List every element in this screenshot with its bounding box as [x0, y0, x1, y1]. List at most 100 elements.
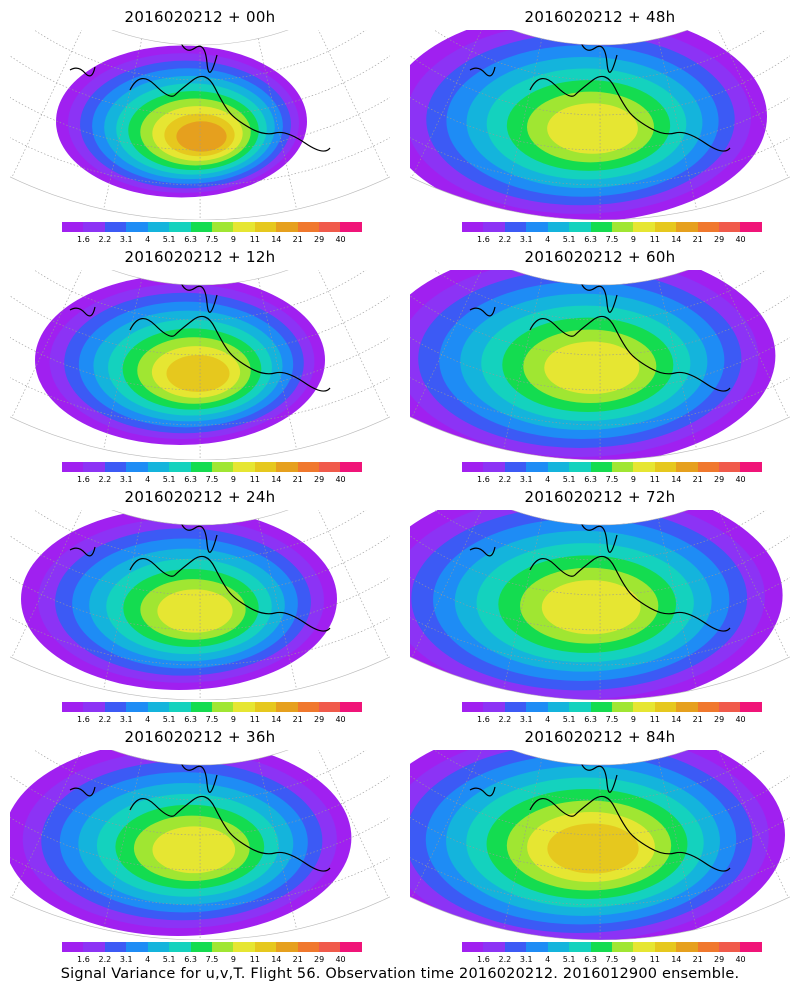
- forecast-panel-p48: 2016020212 + 48h 1.6 2.2 3.1 4 5.1 6.3 7.5 9 11 14…: [400, 0, 800, 245]
- colorbar-tick-label: 14: [671, 475, 682, 484]
- colorbar-swatch: [233, 702, 255, 712]
- colorbar-tick-label: 7.5: [605, 715, 619, 724]
- colorbar-tick-label: 40: [735, 715, 746, 724]
- colorbar-tick-label: 40: [335, 475, 346, 484]
- colorbar: [462, 942, 762, 952]
- colorbar-tick-label: 40: [735, 235, 746, 244]
- colorbar-swatch: [126, 702, 148, 712]
- colorbar-labels: 1.6 2.2 3.1 4 5.1 6.3 7.5 9 11 14 21 29 40: [462, 955, 762, 965]
- variance-contour: [176, 121, 227, 152]
- map-boundary: [410, 750, 790, 940]
- colorbar-tick-label: 2.2: [498, 235, 512, 244]
- colorbar-tick-label: 40: [735, 475, 746, 484]
- colorbar-swatch: [126, 462, 148, 472]
- coastline: [469, 279, 731, 392]
- colorbar-swatch: [254, 462, 277, 472]
- colorbar-tick-label: 6.3: [184, 475, 197, 484]
- colorbar-swatch: [611, 942, 634, 952]
- colorbar-swatch: [697, 702, 720, 712]
- variance-map: [10, 750, 390, 940]
- coastline: [69, 39, 331, 152]
- variance-map: [10, 510, 390, 700]
- figure-caption: Signal Variance for u,v,T. Flight 56. Ob…: [60, 966, 740, 982]
- colorbar-tick-label: 4: [145, 475, 151, 484]
- colorbar-tick-label: 21: [692, 715, 703, 724]
- colorbar-tick-label: 14: [271, 235, 282, 244]
- colorbar-tick-label: 9: [630, 475, 636, 484]
- forecast-panel-p60: 2016020212 + 60h 1.6 2.2 3.1 4 5.1 6.3 7.5 9 11 14…: [400, 240, 800, 485]
- colorbar-tick-label: 11: [649, 475, 660, 484]
- colorbar-tick-label: 40: [335, 955, 346, 964]
- colorbar-swatch: [462, 222, 484, 232]
- colorbar-tick-label: 1.6: [477, 235, 490, 244]
- coastline: [69, 279, 331, 392]
- colorbar-swatch: [211, 702, 234, 712]
- colorbar-tick-label: 29: [714, 955, 725, 964]
- variance-map: [410, 510, 790, 700]
- colorbar-swatch: [297, 702, 320, 712]
- forecast-panel-p12: 2016020212 + 12h 1.6 2.2 3.1 4 5.1 6.3 7.5 9 11 14…: [0, 240, 400, 485]
- variance-contour: [541, 580, 641, 635]
- colorbar-tick-label: 4: [145, 955, 151, 964]
- colorbar-swatch: [276, 942, 298, 952]
- colorbar-swatch: [611, 222, 634, 232]
- colorbar-swatch: [169, 222, 191, 232]
- panel-title: 2016020212 + 00h: [124, 8, 276, 26]
- colorbar-swatch: [676, 462, 698, 472]
- colorbar-tick-label: 2.2: [498, 715, 512, 724]
- variance-contour: [547, 823, 639, 874]
- colorbar-tick-label: 11: [249, 475, 260, 484]
- colorbar-tick-label: 7.5: [605, 235, 619, 244]
- colorbar-tick-label: 14: [671, 235, 682, 244]
- graticule: [410, 750, 790, 940]
- colorbar-tick-label: 3.1: [519, 235, 533, 244]
- colorbar-swatch: [462, 702, 484, 712]
- colorbar-swatch: [633, 222, 655, 232]
- colorbar-swatch: [62, 942, 84, 952]
- colorbar-swatch: [340, 942, 362, 952]
- colorbar-tick-label: 3.1: [519, 475, 533, 484]
- colorbar-swatch: [254, 702, 277, 712]
- colorbar-tick-label: 3.1: [119, 475, 133, 484]
- colorbar-swatch: [676, 942, 698, 952]
- colorbar-swatch: [319, 702, 341, 712]
- variance-contour: [547, 103, 638, 154]
- colorbar-tick-label: 40: [335, 235, 346, 244]
- variance-map: [410, 270, 790, 460]
- colorbar-tick-label: 21: [692, 955, 703, 964]
- colorbar-tick-label: 29: [314, 475, 325, 484]
- colorbar-swatch: [62, 222, 84, 232]
- colorbar-swatch: [719, 702, 741, 712]
- colorbar-swatch: [319, 942, 341, 952]
- colorbar-swatch: [319, 462, 341, 472]
- colorbar-swatch: [633, 702, 655, 712]
- variance-contour: [166, 355, 230, 392]
- coastline: [469, 759, 731, 872]
- colorbar-swatch: [654, 942, 677, 952]
- colorbar-swatch: [526, 702, 548, 712]
- colorbar-tick-label: 29: [314, 715, 325, 724]
- colorbar-tick-label: 9: [230, 715, 236, 724]
- colorbar-tick-label: 14: [671, 955, 682, 964]
- colorbar-tick-label: 5.1: [562, 715, 576, 724]
- colorbar-swatch: [254, 222, 277, 232]
- colorbar-swatch: [676, 222, 698, 232]
- colorbar-swatch: [740, 942, 762, 952]
- colorbar-tick-label: 11: [249, 235, 260, 244]
- colorbar-tick-label: 11: [249, 715, 260, 724]
- colorbar-swatch: [147, 222, 170, 232]
- colorbar: [462, 462, 762, 472]
- colorbar-swatch: [211, 462, 234, 472]
- map-boundary: [10, 510, 390, 700]
- colorbar-swatch: [190, 702, 212, 712]
- colorbar-swatch: [190, 222, 212, 232]
- colorbar-swatch: [211, 222, 234, 232]
- colorbar-tick-label: 40: [335, 715, 346, 724]
- colorbar-labels: 1.6 2.2 3.1 4 5.1 6.3 7.5 9 11 14 21 29 40: [62, 715, 362, 725]
- colorbar-tick-label: 6.3: [184, 235, 197, 244]
- colorbar-labels: 1.6 2.2 3.1 4 5.1 6.3 7.5 9 11 14 21 29 40: [62, 475, 362, 485]
- colorbar-swatch: [590, 942, 612, 952]
- colorbar-swatch: [462, 942, 484, 952]
- panel-title: 2016020212 + 84h: [524, 728, 676, 746]
- colorbar-swatch: [276, 702, 298, 712]
